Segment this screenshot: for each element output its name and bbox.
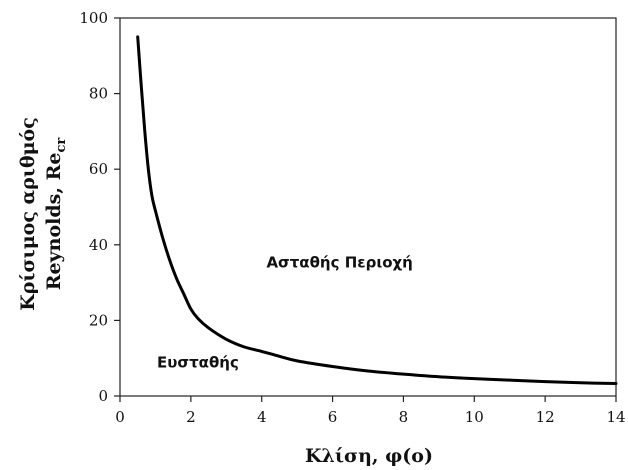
curve-data-point (137, 36, 139, 38)
curve-data-point (279, 356, 281, 358)
stable-region-label: Ευσταθής (157, 354, 239, 372)
y-tick-label: 60 (89, 160, 108, 178)
x-tick-label: 10 (465, 408, 484, 426)
curve-data-point (403, 373, 405, 375)
x-tick-label: 0 (115, 408, 125, 426)
curve-data-point (208, 327, 210, 329)
curve-data-point (473, 378, 475, 380)
curve-data-point (509, 379, 511, 381)
curve-data-point (261, 351, 263, 353)
curve-data-point (169, 259, 171, 261)
curve-data-point (544, 381, 546, 383)
curve-data-point (332, 366, 334, 368)
curve-data-point (155, 210, 157, 212)
curve-data-point (197, 318, 199, 320)
y-axis-title-main: Reynolds, Re (43, 153, 65, 291)
y-axis-ticks: 0 20 40 60 80 100 (79, 9, 120, 405)
y-tick-label: 100 (79, 9, 108, 27)
plot-frame (119, 17, 617, 397)
y-axis-title-line2: Reynolds, Recr (43, 138, 69, 291)
curve-data-point (176, 278, 178, 280)
series-layer (136, 35, 618, 386)
x-tick-label: 12 (536, 408, 555, 426)
curve-data-point (367, 370, 369, 372)
curve-data-point (615, 383, 617, 385)
plot-area-border (119, 17, 617, 397)
y-axis-title: Κρίσιμος αριθμός Reynolds, Recr (17, 117, 69, 311)
y-tick-label: 20 (89, 311, 108, 329)
curve-data-point (296, 360, 298, 362)
curve-data-point (225, 339, 227, 341)
y-tick-label: 80 (89, 85, 108, 103)
critical-reynolds-curve (136, 35, 618, 386)
curve-data-point (144, 131, 146, 133)
curve-data-point (580, 382, 582, 384)
y-axis-title-subscript: cr (54, 138, 69, 153)
curve-data-point (148, 168, 150, 170)
curve-data-point (140, 85, 142, 87)
x-tick-label: 8 (399, 408, 409, 426)
annotation-layer: Ασταθής Περιοχή Ευσταθής (157, 253, 413, 371)
x-axis-title: Κλίση, φ(ο) (305, 445, 433, 467)
unstable-region-label: Ασταθής Περιοχή (266, 253, 412, 271)
y-tick-label: 0 (98, 387, 108, 405)
y-tick-label: 40 (89, 236, 108, 254)
x-tick-label: 4 (257, 408, 267, 426)
x-axis-ticks: 0 2 4 6 8 10 12 14 (115, 396, 626, 426)
curve-data-point (151, 195, 153, 197)
y-axis-title-line1: Κρίσιμος αριθμός (17, 117, 39, 311)
curve-data-point (243, 346, 245, 348)
x-tick-label: 2 (186, 408, 196, 426)
x-tick-label: 14 (606, 408, 625, 426)
curve-data-point (438, 376, 440, 378)
curve-data-point (162, 236, 164, 238)
x-tick-label: 6 (328, 408, 338, 426)
curve-data-point (183, 293, 185, 295)
curve-data-point (190, 308, 192, 310)
